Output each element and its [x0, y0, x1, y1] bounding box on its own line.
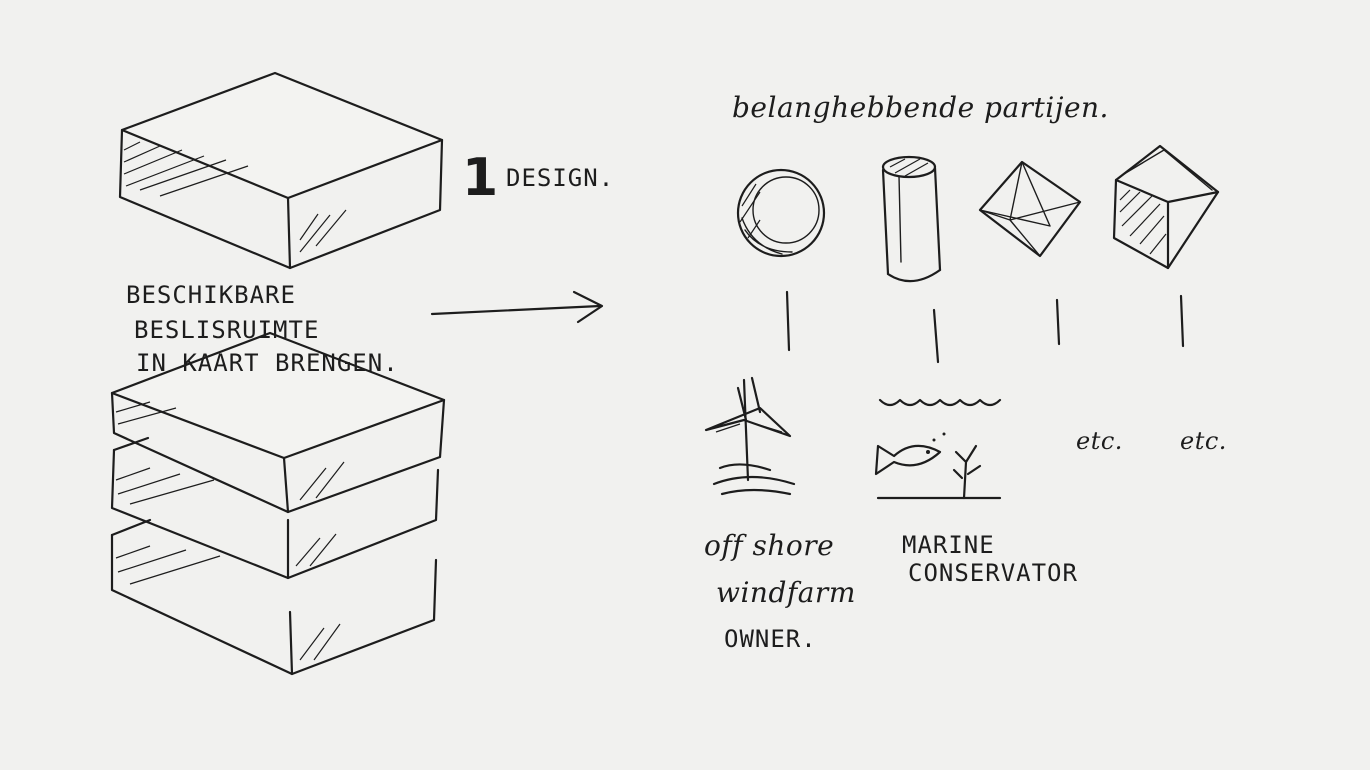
step-number: 1 — [462, 148, 499, 208]
left-caption-line-1: BESCHIKBARE — [126, 281, 296, 309]
single-layer-slab — [118, 71, 444, 270]
party-1-caption-line-2: windfarm — [716, 576, 856, 609]
party-1-caption-line-3: OWNER. — [724, 625, 817, 653]
party-2-caption-line-1: MARINE — [902, 531, 995, 559]
stakeholders-title: belanghebbende partijen. — [732, 91, 1109, 124]
stacked-layers — [110, 331, 446, 676]
left-caption-line-3: IN KAART BRENGEN. — [136, 349, 399, 377]
design-label: DESIGN. — [506, 164, 615, 192]
fish-icon — [874, 432, 946, 476]
party-2-caption-line-2: CONSERVATOR — [908, 559, 1078, 587]
party-1-caption-line-1: off shore — [704, 529, 835, 562]
coral-icon — [876, 444, 1002, 500]
left-caption-line-2: BESLISRUIMTE — [134, 316, 320, 344]
octahedron-symbol — [978, 160, 1082, 346]
cylinder-symbol — [881, 155, 942, 364]
party-3-caption: etc. — [1076, 427, 1123, 455]
arrow — [430, 290, 604, 324]
waves-icon — [878, 398, 1002, 407]
cube-symbol — [1112, 144, 1220, 348]
party-4-caption: etc. — [1180, 427, 1227, 455]
wind-turbine-icon — [704, 376, 796, 496]
circle-symbol — [736, 168, 826, 352]
